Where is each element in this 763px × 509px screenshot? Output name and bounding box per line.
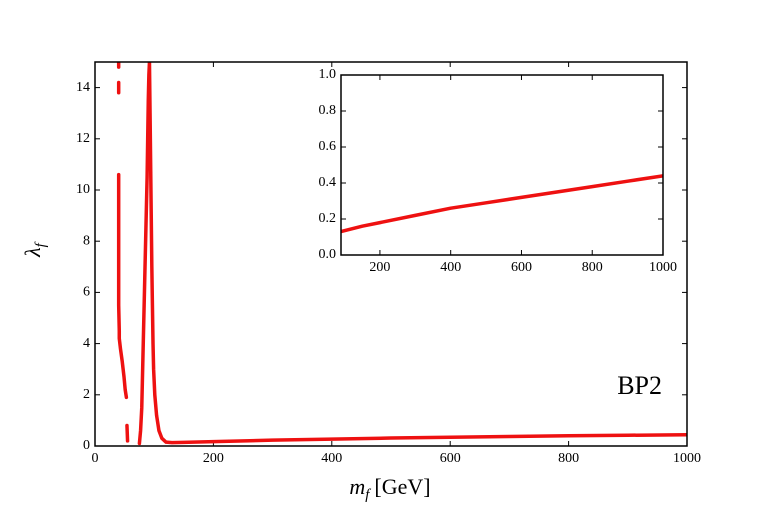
x-tick-label: 0: [92, 451, 99, 466]
plot-frame: [94, 61, 688, 447]
x-tick-label: 800: [582, 260, 603, 275]
y-tick-label: 8: [83, 233, 90, 248]
annotation: BP2: [617, 371, 662, 400]
plot-area: [341, 75, 663, 255]
y-axis-label: λf: [20, 241, 49, 258]
y-tick-label: 1.0: [319, 67, 337, 82]
x-tick-label: 400: [440, 260, 461, 275]
y-tick-label: 0.6: [319, 139, 337, 154]
y-tick-label: 10: [76, 182, 90, 197]
y-tick-label: 12: [76, 131, 90, 146]
y-tick-label: 6: [83, 285, 90, 300]
y-tick-label: 0.2: [319, 211, 337, 226]
x-tick-label: 200: [369, 260, 390, 275]
x-label-symbol: m: [349, 474, 365, 499]
y-tick-label: 0.8: [319, 103, 337, 118]
x-tick-label: 1000: [673, 451, 701, 466]
y-tick-label: 0: [83, 438, 90, 453]
x-tick-label: 400: [321, 451, 342, 466]
y-tick-label: 4: [83, 336, 90, 351]
y-tick-label: 2: [83, 387, 90, 402]
x-label-unit: [GeV]: [374, 474, 430, 499]
data-line: [116, 62, 687, 446]
x-tick-label: 200: [203, 451, 224, 466]
y-label-symbol: λ: [20, 247, 45, 258]
y-tick-label: 0.4: [319, 175, 337, 190]
data-line: [341, 174, 663, 234]
x-tick-label: 800: [558, 451, 579, 466]
x-tick-label: 600: [511, 260, 532, 275]
x-tick-label: 1000: [649, 260, 677, 275]
y-tick-label: 0.0: [319, 247, 337, 262]
y-tick-label: 14: [76, 80, 90, 95]
plot-frame: [340, 74, 664, 256]
x-tick-label: 600: [440, 451, 461, 466]
y-label-subscript: f: [33, 241, 49, 247]
x-axis-label: mf [GeV]: [349, 474, 430, 503]
x-label-subscript: f: [365, 487, 371, 503]
